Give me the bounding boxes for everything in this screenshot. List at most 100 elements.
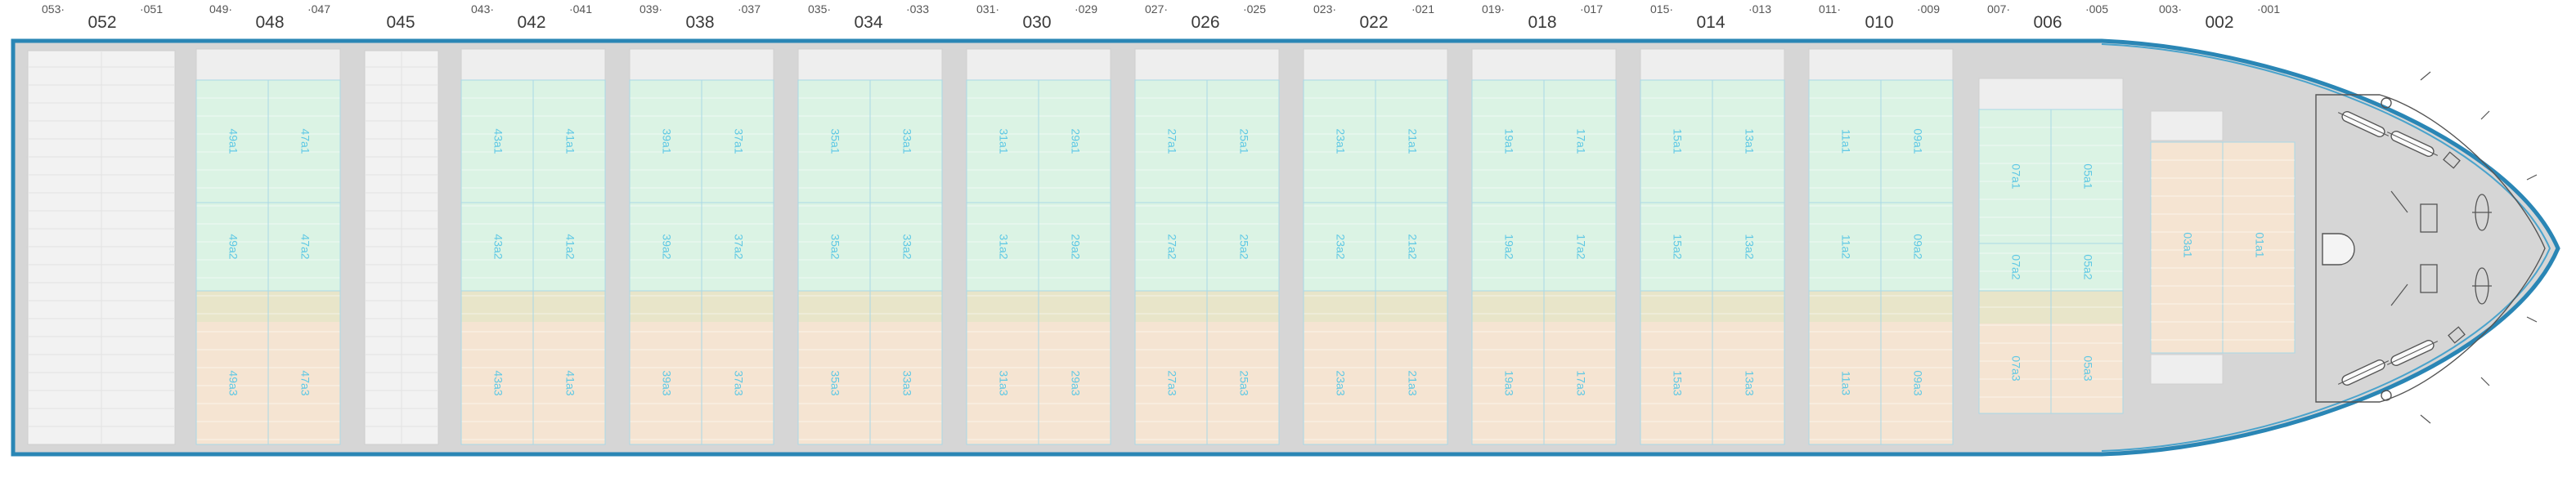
slot-label[interactable]: 29a1 xyxy=(1069,128,1082,154)
slot-label[interactable]: 23a3 xyxy=(1334,370,1347,395)
bulwark-tick xyxy=(2480,110,2490,120)
slot-label[interactable]: 49a2 xyxy=(227,234,240,259)
slot-label[interactable]: 03a1 xyxy=(2181,232,2194,257)
slot-label[interactable]: 11a2 xyxy=(1839,234,1852,259)
slot-label[interactable]: 19a1 xyxy=(1502,128,1515,154)
slot-label[interactable]: 39a3 xyxy=(660,370,673,395)
slot-label[interactable]: 25a2 xyxy=(1237,234,1250,259)
slot-label[interactable]: 39a1 xyxy=(660,128,673,154)
slot-label[interactable]: 49a3 xyxy=(227,370,240,395)
slot-label[interactable]: 47a3 xyxy=(298,370,312,395)
bay-label[interactable]: 043· 042 ·041 xyxy=(466,0,597,36)
slot-label[interactable]: 23a2 xyxy=(1334,234,1347,259)
chain-stopper-icon xyxy=(2448,326,2466,344)
slot-label[interactable]: 01a1 xyxy=(2253,232,2266,257)
slot-label[interactable]: 09a2 xyxy=(1911,234,1924,259)
slot-label[interactable]: 37a1 xyxy=(732,128,745,154)
bay-label[interactable]: 045 xyxy=(335,0,466,36)
bay-label[interactable]: 003· 002 ·001 xyxy=(2154,0,2285,36)
slot-label[interactable]: 41a2 xyxy=(563,234,577,259)
slot-label[interactable]: 41a1 xyxy=(563,128,577,154)
slot-label[interactable]: 33a2 xyxy=(900,234,913,259)
slot-label[interactable]: 31a3 xyxy=(997,370,1010,395)
bay-label[interactable]: 027· 026 ·025 xyxy=(1140,0,1271,36)
winch-shaft xyxy=(2386,341,2439,365)
slot-label[interactable]: 09a3 xyxy=(1911,370,1924,395)
chain-stopper-icon xyxy=(2443,151,2461,169)
slot-label[interactable]: 23a1 xyxy=(1334,128,1347,154)
slot-label[interactable]: 37a2 xyxy=(732,234,745,259)
slot-label[interactable]: 05a2 xyxy=(2081,254,2094,279)
slot-label[interactable]: 43a1 xyxy=(491,128,505,154)
bay-label[interactable]: 011· 010 ·009 xyxy=(1814,0,1945,36)
bay-label[interactable]: 019· 018 ·017 xyxy=(1477,0,1608,36)
slot-label[interactable]: 39a2 xyxy=(660,234,673,259)
slot-label[interactable]: 31a2 xyxy=(997,234,1010,259)
slot-label[interactable]: 31a1 xyxy=(997,128,1010,154)
slot-label[interactable]: 25a1 xyxy=(1237,128,1250,154)
slot-label[interactable]: 07a3 xyxy=(2009,355,2022,381)
bay-label[interactable]: 039· 038 ·037 xyxy=(635,0,765,36)
slot-label[interactable]: 11a3 xyxy=(1839,371,1852,395)
slot-label[interactable]: 35a2 xyxy=(828,234,841,259)
slot-label[interactable]: 15a3 xyxy=(1671,370,1684,395)
bay-label[interactable]: 035· 034 ·033 xyxy=(803,0,934,36)
slot-label[interactable]: 35a1 xyxy=(828,128,841,154)
slot-label[interactable]: 27a3 xyxy=(1165,370,1178,395)
slot-label[interactable]: 13a3 xyxy=(1743,370,1756,395)
bay-label[interactable]: 015· 014 ·013 xyxy=(1645,0,1776,36)
bay-main-number: 022 xyxy=(1359,13,1389,32)
slot-label[interactable]: 47a2 xyxy=(298,234,312,259)
bay-label[interactable]: 031· 030 ·029 xyxy=(972,0,1102,36)
slot-label[interactable]: 21a2 xyxy=(1406,234,1419,259)
slot-label[interactable]: 09a1 xyxy=(1911,128,1924,154)
slot-label[interactable]: 13a2 xyxy=(1743,234,1756,259)
cargo-hold: 27a1 25a1 27a2 25a2 27a3 25a3 xyxy=(1134,48,1280,445)
slot-label[interactable]: 49a1 xyxy=(227,128,240,154)
slot-label[interactable]: 27a2 xyxy=(1165,234,1178,259)
slot-label[interactable]: 17a1 xyxy=(1574,128,1587,154)
slot-label[interactable]: 05a1 xyxy=(2081,163,2094,189)
slot-label[interactable]: 21a3 xyxy=(1406,370,1419,395)
slot-label[interactable]: 47a1 xyxy=(298,128,312,154)
slot-label[interactable]: 13a1 xyxy=(1743,128,1756,154)
bay-label[interactable]: 023· 022 ·021 xyxy=(1308,0,1439,36)
slot-label[interactable]: 21a1 xyxy=(1406,128,1419,154)
slot-label[interactable]: 29a3 xyxy=(1069,370,1082,395)
slot-label[interactable]: 07a1 xyxy=(2009,163,2022,189)
slot-label[interactable]: 33a1 xyxy=(900,128,913,154)
slot-label[interactable]: 11a1 xyxy=(1839,129,1852,154)
slot-label[interactable]: 25a3 xyxy=(1237,370,1250,395)
slot-label[interactable]: 29a2 xyxy=(1069,234,1082,259)
slot-label[interactable]: 43a3 xyxy=(491,370,505,395)
slot-label[interactable]: 17a3 xyxy=(1574,370,1587,395)
bollard-icon xyxy=(2381,390,2392,401)
slot-label[interactable]: 33a3 xyxy=(900,370,913,395)
bay-fwd-number: 043· xyxy=(471,2,495,16)
hatch-cover xyxy=(1134,48,1280,81)
bay-label[interactable]: 053· 052 ·051 xyxy=(37,0,168,36)
slot-label[interactable]: 19a3 xyxy=(1502,370,1515,395)
slot-label[interactable]: 19a2 xyxy=(1502,234,1515,259)
slot-label[interactable]: 43a2 xyxy=(491,234,505,259)
slot-label[interactable]: 37a3 xyxy=(732,370,745,395)
bay-label[interactable]: 049· 048 ·047 xyxy=(204,0,335,36)
slot-label[interactable]: 41a3 xyxy=(563,370,577,395)
slot-label[interactable]: 15a2 xyxy=(1671,234,1684,259)
slot-label[interactable]: 17a2 xyxy=(1574,234,1587,259)
hatch-cover xyxy=(1471,48,1617,81)
slot-label[interactable]: 07a2 xyxy=(2009,254,2022,279)
slot-label[interactable]: 35a3 xyxy=(828,370,841,395)
bay-label[interactable]: 007· 006 ·005 xyxy=(1982,0,2113,36)
slot-label[interactable]: 15a1 xyxy=(1671,128,1684,154)
slot-label[interactable]: 27a1 xyxy=(1165,128,1178,154)
cargo-hold: 31a1 29a1 31a2 29a2 31a3 29a3 xyxy=(966,48,1111,445)
slot-label[interactable]: 05a3 xyxy=(2081,355,2094,381)
bay-fwd-number: 035· xyxy=(808,2,832,16)
bay-main-number: 038 xyxy=(685,13,715,32)
bay-aft-number: ·025 xyxy=(1242,2,1266,16)
cargo-hold: 07a1 05a1 07a2 05a2 07a3 05a3 xyxy=(1978,78,2124,414)
cargo-hold: 35a1 33a1 35a2 33a2 35a3 33a3 xyxy=(797,48,943,445)
